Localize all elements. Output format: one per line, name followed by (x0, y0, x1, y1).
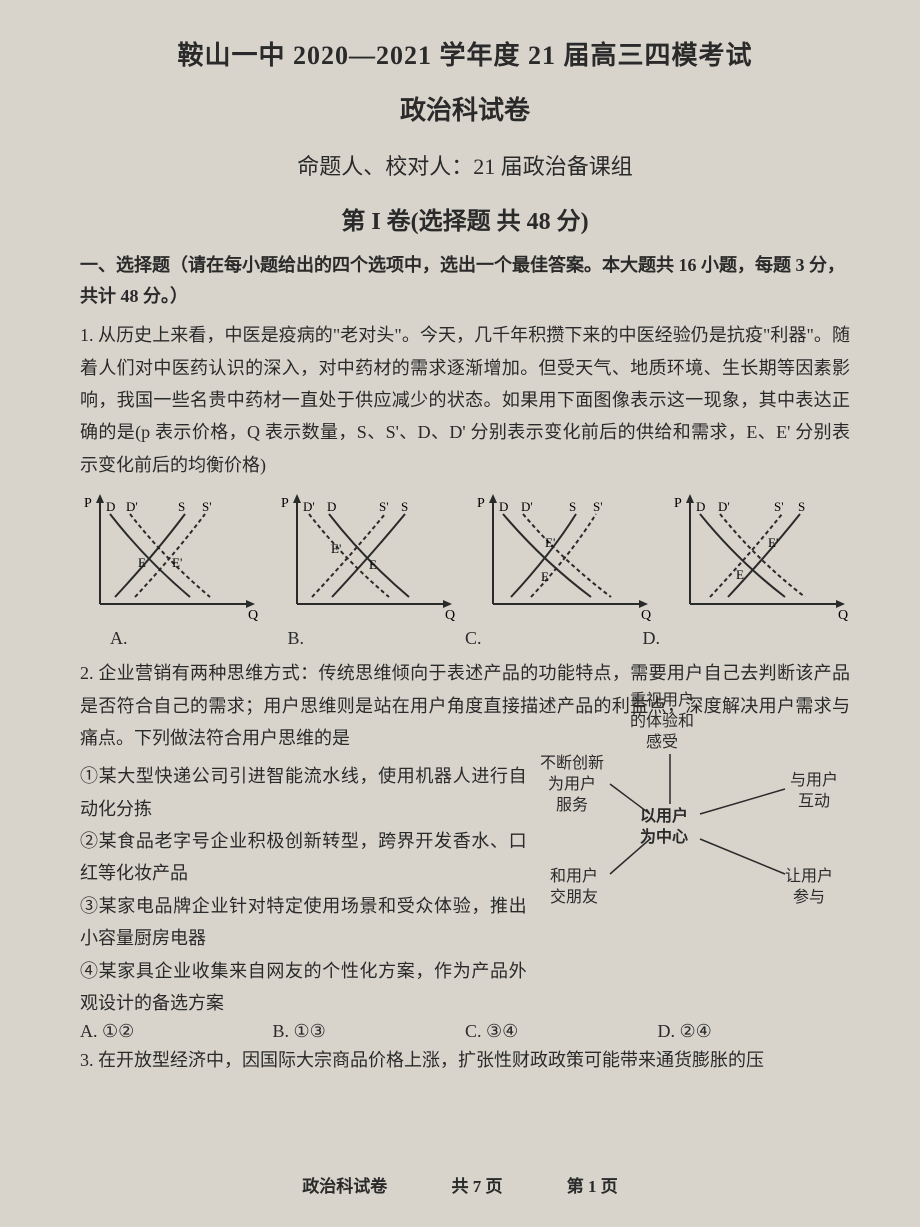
svg-text:E': E' (768, 535, 778, 550)
option-c-label: C. (465, 628, 643, 649)
concept-bottom-right: 让用户参与 (785, 867, 833, 909)
footer-subject: 政治科试卷 (302, 1177, 387, 1196)
chart-a: P Q D D' S S' E E' (80, 489, 260, 624)
concept-top: 重视用户的体验和感受 (630, 691, 694, 753)
instructions: 一、选择题（请在每小题给出的四个选项中，选出一个最佳答案。本大题共 16 小题，… (80, 250, 850, 311)
q2-choice-b: B. ①③ (273, 1021, 466, 1042)
question-2-container: 2. 企业营销有两种思维方式：传统思维倾向于表述产品的功能特点，需要用户自己去判… (80, 657, 850, 1042)
svg-text:Q: Q (641, 608, 651, 623)
svg-text:D': D' (718, 499, 730, 514)
exam-author: 命题人、校对人：21 届政治备课组 (80, 149, 850, 181)
q2-choice-c: C. ③④ (465, 1021, 658, 1042)
footer-total-pages: 共 7 页 (452, 1177, 503, 1196)
svg-text:S: S (569, 499, 576, 514)
svg-text:E: E (369, 557, 377, 572)
svg-text:S: S (401, 499, 408, 514)
page-footer: 政治科试卷 共 7 页 第 1 页 (0, 1172, 920, 1197)
svg-text:S': S' (774, 499, 784, 514)
svg-text:P: P (84, 496, 92, 511)
chart-c: P Q D D' S S' E' E (473, 489, 653, 624)
concept-center: 以用户为中心 (640, 807, 688, 849)
svg-text:S: S (798, 499, 805, 514)
svg-text:D': D' (303, 499, 315, 514)
q2-option-4: ④某家具企业收集来自网友的个性化方案，作为产品外观设计的备选方案 (80, 955, 527, 1020)
svg-text:P: P (281, 496, 289, 511)
q2-option-3: ③某家电品牌企业针对特定使用场景和受众体验，推出小容量厨房电器 (80, 890, 527, 955)
option-d-label: D. (643, 628, 821, 649)
svg-text:E': E' (545, 535, 555, 550)
chart-row: P Q D D' S S' E E' P Q D' D S' S E' E P (80, 489, 850, 624)
option-a-label: A. (110, 628, 288, 649)
svg-text:E: E (736, 567, 744, 582)
option-b-label: B. (288, 628, 466, 649)
svg-text:S': S' (593, 499, 603, 514)
svg-text:S': S' (202, 499, 212, 514)
svg-text:D: D (327, 499, 336, 514)
section-title: 第 I 卷(选择题 共 48 分) (80, 201, 850, 236)
concept-right: 与用户互动 (790, 771, 838, 813)
svg-text:D: D (696, 499, 705, 514)
footer-current-page: 第 1 页 (567, 1177, 618, 1196)
svg-text:P: P (674, 496, 682, 511)
svg-text:Q: Q (248, 608, 258, 623)
svg-text:Q: Q (445, 608, 455, 623)
svg-text:Q: Q (838, 608, 848, 623)
svg-text:D: D (106, 499, 115, 514)
svg-text:S': S' (379, 499, 389, 514)
exam-subject: 政治科试卷 (80, 90, 850, 127)
question-3-text: 3. 在开放型经济中，因国际大宗商品价格上涨，扩张性财政政策可能带来通货膨胀的压 (80, 1044, 850, 1076)
concept-left: 不断创新为用户服务 (540, 754, 604, 816)
svg-text:E: E (541, 569, 549, 584)
question-1-text: 1. 从历史上来看，中医是疫病的"老对头"。今天，几千年积攒下来的中医经验仍是抗… (80, 319, 850, 481)
svg-text:E: E (138, 555, 146, 570)
chart-option-labels: A. B. C. D. (80, 628, 850, 649)
exam-title-main: 鞍山一中 2020—2021 学年度 21 届高三四模考试 (80, 35, 850, 72)
chart-d: P Q D D' S' S E E' (670, 489, 850, 624)
svg-text:D: D (499, 499, 508, 514)
q2-option-2: ②某食品老字号企业积极创新转型，跨界开发香水、口红等化妆产品 (80, 825, 527, 890)
concept-map: 重视用户的体验和感受 不断创新为用户服务 以用户为中心 与用户互动 和用户交朋友… (530, 699, 860, 959)
q2-choices: A. ①② B. ①③ C. ③④ D. ②④ (80, 1021, 850, 1042)
svg-text:S: S (178, 499, 185, 514)
svg-text:E': E' (331, 541, 341, 556)
svg-text:D': D' (521, 499, 533, 514)
concept-bottom-left: 和用户交朋友 (550, 867, 598, 909)
svg-text:P: P (477, 496, 485, 511)
svg-text:E': E' (172, 555, 182, 570)
q2-choice-d: D. ②④ (658, 1021, 851, 1042)
q2-choice-a: A. ①② (80, 1021, 273, 1042)
q2-option-1: ①某大型快递公司引进智能流水线，使用机器人进行自动化分拣 (80, 760, 527, 825)
svg-text:D': D' (126, 499, 138, 514)
chart-b: P Q D' D S' S E' E (277, 489, 457, 624)
